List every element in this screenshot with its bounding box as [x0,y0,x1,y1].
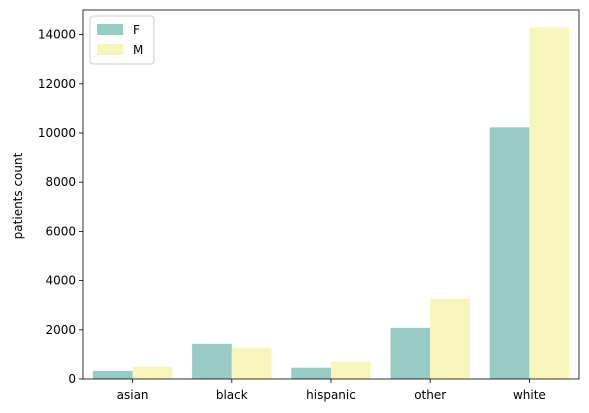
y-tick-label: 14000 [38,28,76,42]
bar-F-asian [92,370,133,379]
bar-M-black [231,347,272,379]
bar-F-hispanic [291,367,331,379]
x-tick-label-hispanic: hispanic [306,388,356,402]
legend-label-M: M [133,43,143,57]
legend-swatch-F [97,24,123,35]
legend-swatch-M [97,44,123,55]
x-tick-label-asian: asian [117,388,149,402]
bar-M-white [529,27,570,379]
bar-F-white [489,127,530,379]
legend-label-F: F [133,23,140,37]
y-tick-label: 0 [68,372,76,386]
y-tick-label: 12000 [38,77,76,91]
y-tick-label: 6000 [45,224,76,238]
y-axis-label: patients count [11,152,25,239]
bar-M-asian [132,366,173,379]
bar-M-hispanic [331,361,371,379]
bar-F-other [390,327,431,379]
x-tick-label-black: black [216,388,248,402]
y-tick-label: 4000 [45,274,76,288]
legend: FM [89,15,155,65]
y-tick-label: 8000 [45,175,76,189]
x-tick-label-white: white [513,388,546,402]
bar-M-other [430,298,470,379]
y-tick-label: 10000 [38,126,76,140]
axes-group: 0 2000 4000 6000 8000 10000 12000 14000 asian bla… [38,9,580,402]
bars-group [92,27,570,379]
y-tick-label: 2000 [45,323,76,337]
bar-F-black [192,343,232,379]
x-tick-label-other: other [414,388,446,402]
legend-box [89,15,155,65]
